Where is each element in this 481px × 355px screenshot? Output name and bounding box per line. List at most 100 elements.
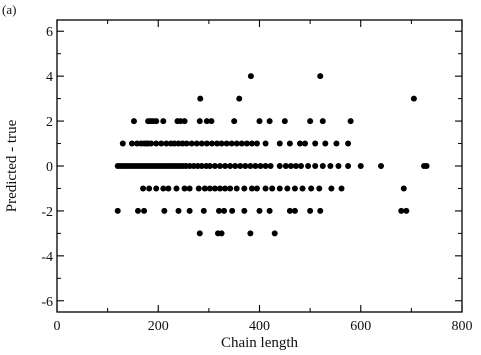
data-point xyxy=(307,118,314,125)
data-point xyxy=(221,207,228,214)
y-tick-label: 4 xyxy=(46,70,53,85)
data-point xyxy=(281,118,288,125)
data-point xyxy=(253,140,260,147)
data-point xyxy=(233,185,240,192)
data-point xyxy=(141,207,148,214)
data-point xyxy=(208,118,215,125)
data-point xyxy=(146,185,153,192)
data-point xyxy=(186,207,193,214)
data-point xyxy=(302,140,309,147)
data-point xyxy=(160,118,167,125)
data-point xyxy=(266,207,273,214)
data-point xyxy=(196,230,203,237)
x-axis-label: Chain length xyxy=(221,335,299,351)
data-point xyxy=(181,118,188,125)
data-point xyxy=(153,118,160,125)
data-point xyxy=(208,140,215,147)
data-point xyxy=(292,163,299,169)
data-point xyxy=(247,230,254,237)
data-point xyxy=(322,140,329,147)
data-point xyxy=(203,140,210,147)
data-point xyxy=(266,118,273,125)
axis-ticks xyxy=(56,20,463,312)
data-point xyxy=(217,163,224,169)
data-point xyxy=(345,140,352,147)
data-point xyxy=(236,95,243,102)
data-point xyxy=(140,185,147,192)
data-point xyxy=(338,185,345,192)
x-tick-label: 600 xyxy=(350,319,371,334)
data-point xyxy=(203,118,210,125)
data-point xyxy=(286,140,293,147)
data-point xyxy=(256,207,263,214)
data-point xyxy=(276,185,283,192)
data-point xyxy=(253,185,260,192)
data-point xyxy=(217,185,224,192)
data-point xyxy=(345,163,352,169)
data-point xyxy=(287,163,294,169)
data-point xyxy=(198,140,205,147)
data-point xyxy=(282,163,289,169)
data-point xyxy=(238,140,245,147)
y-axis-label: Predicted - true xyxy=(4,119,20,212)
data-point xyxy=(271,230,278,237)
data-point xyxy=(227,185,234,192)
data-point xyxy=(357,163,364,169)
data-point xyxy=(316,185,323,192)
data-point xyxy=(188,140,195,147)
y-tick-label: -4 xyxy=(41,250,53,265)
data-point xyxy=(241,207,248,214)
data-point xyxy=(153,140,160,147)
data-point xyxy=(200,207,207,214)
data-point xyxy=(262,185,269,192)
data-point xyxy=(308,185,315,192)
data-point xyxy=(248,140,255,147)
data-point xyxy=(153,185,160,192)
x-tick-label: 400 xyxy=(249,319,270,334)
data-point xyxy=(128,140,135,147)
x-tick-labels: 0 200 400 600 800 xyxy=(54,319,473,334)
data-point xyxy=(211,185,218,192)
data-point xyxy=(175,207,182,214)
data-point xyxy=(247,163,254,169)
data-point xyxy=(218,230,225,237)
data-point xyxy=(347,118,354,125)
data-point xyxy=(135,207,141,214)
data-point xyxy=(252,163,259,169)
x-tick-label: 200 xyxy=(148,319,169,334)
data-point xyxy=(160,185,167,192)
data-point xyxy=(195,185,202,192)
data-point xyxy=(206,185,213,192)
data-point xyxy=(197,95,204,102)
data-point xyxy=(206,163,213,169)
data-point xyxy=(232,163,239,169)
data-point xyxy=(423,163,430,169)
data-point xyxy=(297,140,303,147)
data-point xyxy=(319,163,326,169)
data-point xyxy=(216,207,222,214)
data-point xyxy=(291,207,298,214)
data-point xyxy=(284,185,291,192)
data-point xyxy=(400,185,407,192)
data-point xyxy=(233,140,240,147)
data-point xyxy=(276,140,283,147)
data-point xyxy=(198,163,205,169)
data-point xyxy=(148,140,155,147)
x-tick-label: 800 xyxy=(452,319,473,334)
data-point xyxy=(267,163,274,169)
data-point xyxy=(248,185,255,192)
data-point xyxy=(312,140,319,147)
panel-label: (a) xyxy=(2,2,16,17)
y-tick-label: -6 xyxy=(41,295,53,310)
data-point xyxy=(298,163,305,169)
y-tick-label: -2 xyxy=(41,205,53,220)
data-point xyxy=(201,185,208,192)
data-point xyxy=(158,140,165,147)
data-point xyxy=(247,73,254,80)
data-point xyxy=(218,140,225,147)
data-point xyxy=(403,207,410,214)
data-point xyxy=(378,163,384,169)
data-point xyxy=(241,185,248,192)
data-point xyxy=(183,140,190,147)
